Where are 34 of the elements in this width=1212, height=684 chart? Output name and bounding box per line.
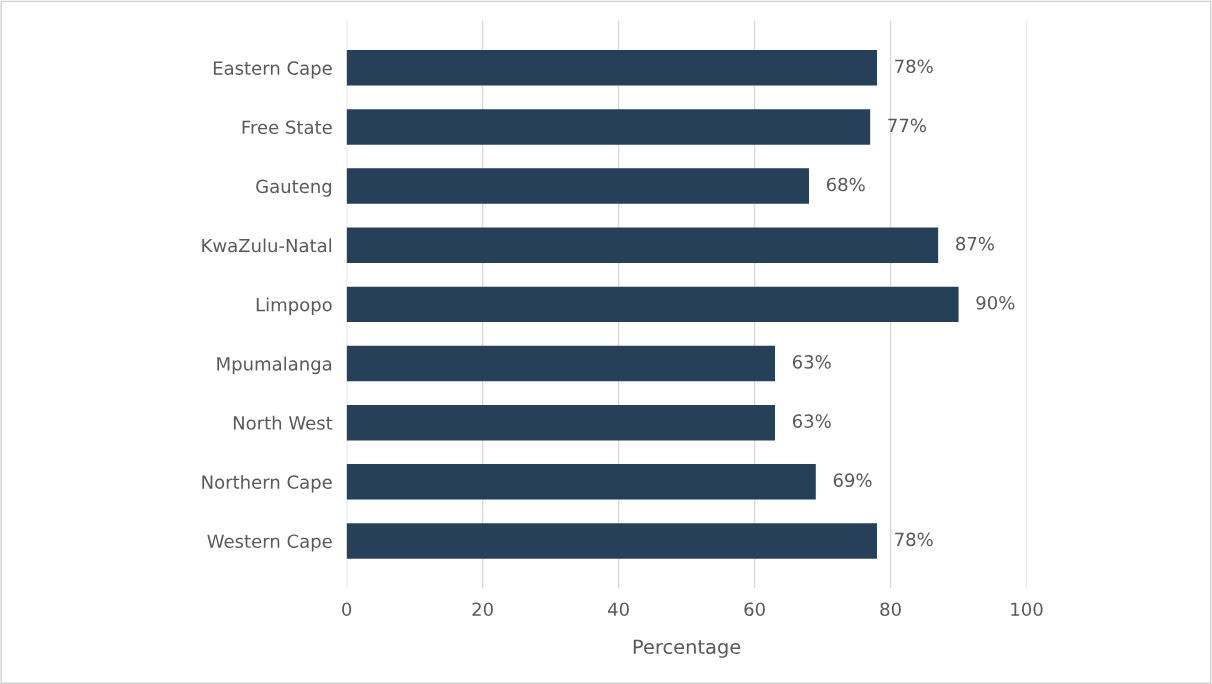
x-tick-label: 40	[608, 602, 629, 617]
x-tick-label: 20	[472, 602, 493, 617]
y-tick-label: Gauteng	[256, 179, 332, 197]
bar	[346, 109, 871, 145]
x-tick-label: 60	[744, 602, 765, 617]
data-label: 68%	[826, 177, 865, 192]
data-label: 63%	[792, 355, 831, 369]
x-tick-label: 0	[342, 602, 352, 617]
y-tick-label: Western Cape	[207, 534, 332, 552]
bar	[346, 464, 816, 500]
y-tick-label: North West	[233, 415, 333, 430]
data-label: 63%	[792, 414, 831, 428]
y-tick-label: Free State	[242, 120, 332, 135]
bar	[346, 227, 939, 263]
x-tick-label: 100	[1011, 602, 1043, 617]
y-tick-label: Mpumalanga	[217, 356, 332, 375]
y-tick-label: Eastern Cape	[213, 61, 332, 79]
x-axis-title: Percentage	[633, 639, 741, 658]
bar	[346, 523, 877, 559]
data-label: 90%	[976, 295, 1015, 310]
bar	[346, 168, 809, 204]
data-label: 77%	[888, 118, 926, 133]
data-label: 69%	[833, 473, 872, 488]
bar	[346, 404, 775, 441]
y-tick-label: Northern Cape	[202, 474, 332, 493]
data-label: 78%	[895, 59, 933, 74]
bar	[346, 50, 877, 86]
y-tick-label: Limpopo	[256, 297, 332, 315]
data-label: 87%	[956, 236, 994, 251]
bar	[346, 345, 775, 382]
data-label: 78%	[895, 532, 933, 547]
bar	[346, 286, 959, 323]
x-tick-label: 80	[880, 602, 901, 617]
y-tick-label: KwaZulu-Natal	[202, 238, 332, 253]
